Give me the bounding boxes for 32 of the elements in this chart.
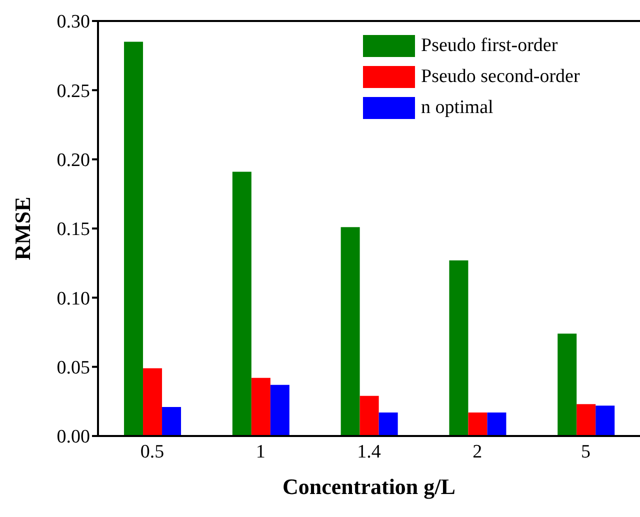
- bar: [576, 404, 596, 436]
- bar: [232, 172, 252, 436]
- y-tick-label: 0.25: [56, 80, 90, 102]
- bar: [340, 227, 360, 436]
- bar: [270, 384, 290, 436]
- x-tick-label: 2: [472, 441, 482, 462]
- x-tick-label: 1: [256, 441, 266, 462]
- legend-label: Pseudo first-order: [421, 34, 558, 56]
- y-tick-label: 0.15: [56, 219, 90, 240]
- bar: [143, 368, 162, 436]
- bar: [558, 334, 577, 436]
- bar: [251, 378, 270, 436]
- bar: [360, 396, 379, 436]
- bar: [468, 412, 488, 436]
- x-tick-label: 5: [581, 441, 591, 462]
- bar: [124, 42, 144, 436]
- bar: [596, 406, 615, 436]
- y-tick-label: 0.30: [56, 12, 90, 33]
- y-tick-label: 0.05: [56, 358, 90, 379]
- y-tick-label: 0.00: [56, 426, 90, 448]
- y-tick-label: 0.10: [56, 288, 90, 310]
- x-tick-label: 0.5: [140, 441, 164, 462]
- bar: [449, 260, 468, 436]
- bar: [162, 406, 182, 436]
- x-tick-label: 1.4: [357, 441, 382, 462]
- x-axis-title: Concentration g/L: [282, 474, 456, 499]
- bar: [378, 412, 398, 436]
- legend-label: Pseudo second-order: [421, 66, 580, 88]
- y-tick-label: 0.20: [56, 150, 90, 172]
- legend-label: n optimal: [421, 96, 494, 118]
- y-axis-title: RMSE: [10, 196, 35, 260]
- bar: [487, 412, 506, 436]
